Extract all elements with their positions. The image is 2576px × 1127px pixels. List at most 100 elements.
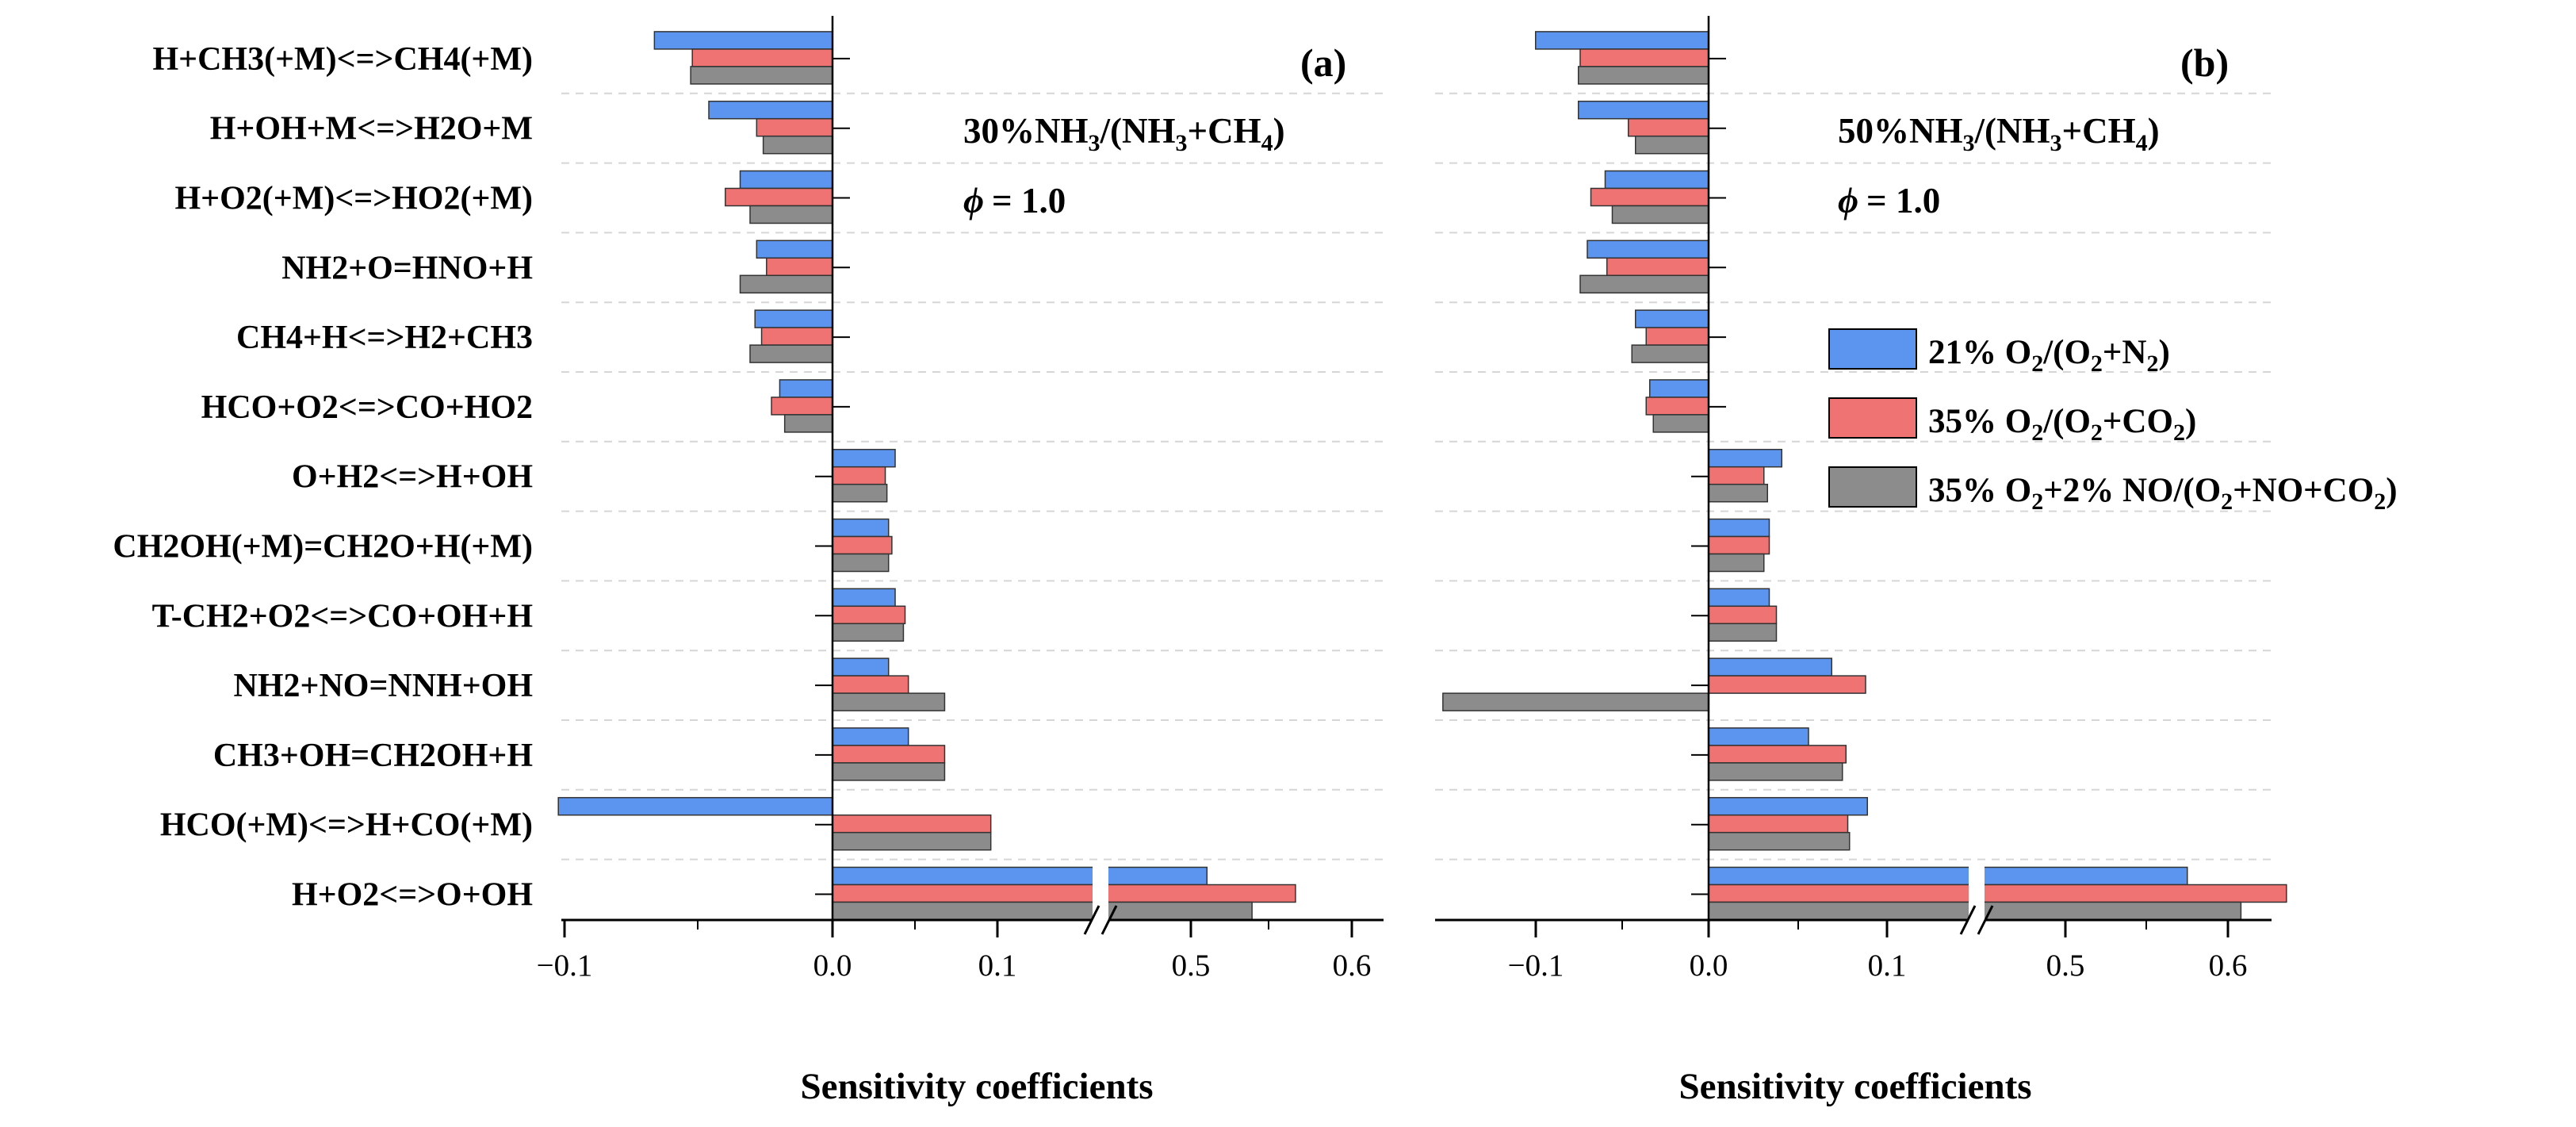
panel-b: −0.1 0.0 0.1 0.5 0.6 (b) 50%NH3/(NH3+CH4) ϕ =… (1435, 16, 2398, 1107)
category-label: NH2+O=HNO+H (281, 250, 533, 286)
bar-2 (691, 48, 833, 67)
x-tick-label: 0.1 (1868, 949, 1907, 983)
bar-break-gap (1093, 862, 1108, 926)
bar-1 (1708, 448, 1782, 468)
bar-1 (1535, 31, 1709, 50)
bar-3 (832, 831, 992, 851)
x-tick-label: −0.1 (1508, 949, 1564, 983)
bar-2 (1590, 187, 1709, 207)
bar-1 (1578, 100, 1709, 120)
bar-3 (1631, 344, 1709, 363)
category-label: HCO(+M)<=>H+CO(+M) (160, 807, 533, 844)
axis-break-mark (1959, 905, 1977, 935)
category-label: CH2OH(+M)=CH2O+H(+M) (113, 529, 533, 565)
bar-3 (1652, 414, 1709, 433)
bar-2 (1708, 814, 1849, 834)
bar-1 (832, 518, 890, 538)
grid-lines-b (1435, 92, 2272, 861)
bar-2 (1628, 117, 1709, 137)
x-tick-label: −0.1 (537, 949, 593, 983)
x-tick-label: 0.5 (1172, 949, 1211, 983)
bar-3 (749, 205, 833, 224)
bar-1 (779, 379, 833, 398)
bar-3 (783, 414, 833, 433)
legend-swatch-2 (1828, 397, 1917, 439)
panel-label-a: (a) (1300, 40, 1346, 85)
axes-a: −0.1 0.0 0.1 0.5 0.6 (537, 16, 1384, 983)
bar-2 (1606, 257, 1709, 277)
bar-2 (1708, 675, 1866, 694)
bar-3 (832, 762, 946, 781)
bar-2 (725, 187, 833, 207)
category-label: O+H2<=>H+OH (292, 459, 533, 496)
x-tick-label: 0.0 (813, 949, 852, 983)
category-label: H+O2<=>O+OH (292, 877, 533, 914)
bar-3 (832, 553, 890, 573)
bar-1 (1708, 588, 1770, 608)
bar-1 (832, 448, 896, 468)
bar-1 (1604, 170, 1709, 190)
category-label: CH4+H<=>H2+CH3 (236, 320, 533, 356)
bar-2 (1708, 466, 1765, 485)
bar-2 (832, 535, 893, 555)
bar-3 (1708, 762, 1843, 781)
bar-1 (754, 309, 833, 328)
bar-2 (1579, 48, 1709, 67)
category-label: NH2+NO=NNH+OH (234, 668, 533, 704)
bar-3 (832, 483, 888, 503)
bar-1 (1708, 727, 1809, 746)
legend-swatch-1 (1828, 328, 1917, 370)
bar-1 (1587, 240, 1709, 259)
category-label: H+OH+M<=>H2O+M (210, 111, 533, 148)
bar-2 (832, 814, 992, 834)
bar-1 (832, 588, 896, 608)
bar-2 (760, 327, 833, 346)
bar-1 (1708, 866, 2188, 886)
bars-a (557, 31, 1296, 926)
bar-2 (1708, 605, 1778, 625)
category-label: H+O2(+M)<=>HO2(+M) (175, 181, 534, 217)
annotation-phi-a: ϕ = 1.0 (963, 181, 1066, 220)
bars-b (1442, 31, 2287, 926)
bar-1 (1635, 309, 1709, 328)
bar-3 (1579, 274, 1709, 294)
bar-2 (1645, 327, 1709, 346)
bar-3 (832, 901, 1253, 921)
bar-2 (832, 466, 886, 485)
bar-3 (1635, 135, 1709, 155)
bar-1 (832, 866, 1208, 886)
bar-1 (739, 170, 833, 190)
bar-2 (832, 745, 946, 764)
bar-2 (1708, 745, 1847, 764)
bar-1 (653, 31, 833, 50)
category-label: T-CH2+O2<=>CO+OH+H (152, 598, 533, 634)
bar-2 (771, 397, 833, 416)
axis-break-mark (1977, 905, 1994, 935)
legend-label-2: 35% O2/(O2+CO2) (1928, 403, 2196, 446)
legend-label-3: 35% O2+2% NO/(O2+NO+CO2) (1928, 472, 2398, 515)
legend-swatch-3 (1828, 466, 1917, 508)
bar-1 (756, 240, 833, 259)
bar-2 (766, 257, 833, 277)
bar-1 (1708, 796, 1868, 816)
bar-1 (1649, 379, 1709, 398)
bar-1 (557, 796, 833, 816)
bar-2 (756, 117, 833, 137)
bar-3 (1708, 553, 1765, 573)
grid-lines-a (561, 92, 1384, 861)
bar-3 (1708, 483, 1768, 503)
x-axis-title-a: Sensitivity coefficients (800, 1066, 1153, 1107)
bar-2 (1708, 535, 1770, 555)
category-labels-a: H+CH3(+M)<=>CH4(+M) H+OH+M<=>H2O+M H+O2(+M… (113, 41, 533, 914)
bar-3 (690, 66, 833, 85)
x-tick-label: 0.5 (2046, 949, 2085, 983)
axis-break-mark (1100, 905, 1118, 935)
axes-b: −0.1 0.0 0.1 0.5 0.6 (1435, 16, 2272, 983)
bar-2 (832, 605, 906, 625)
x-tick-label: 0.1 (978, 949, 1017, 983)
bar-1 (1708, 657, 1832, 677)
x-tick-label: 0.6 (2209, 949, 2248, 983)
bar-3 (1578, 66, 1709, 85)
category-label: H+CH3(+M)<=>CH4(+M) (153, 41, 534, 78)
